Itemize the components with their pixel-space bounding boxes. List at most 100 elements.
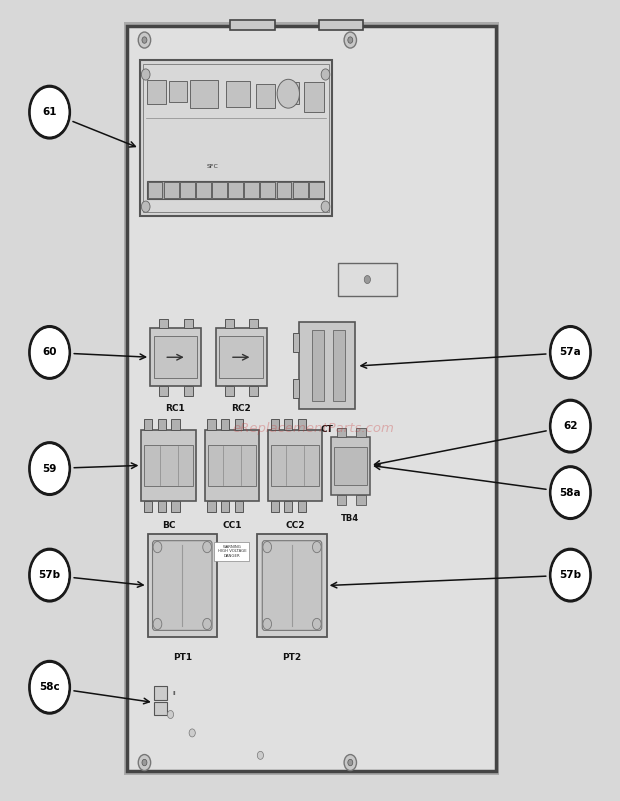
Circle shape (29, 661, 70, 714)
FancyBboxPatch shape (260, 182, 275, 198)
Circle shape (141, 69, 150, 80)
FancyBboxPatch shape (171, 501, 180, 512)
FancyBboxPatch shape (157, 501, 166, 512)
FancyBboxPatch shape (284, 419, 293, 430)
FancyBboxPatch shape (144, 501, 153, 512)
FancyBboxPatch shape (216, 328, 267, 386)
FancyBboxPatch shape (284, 501, 293, 512)
Circle shape (277, 79, 299, 108)
FancyBboxPatch shape (140, 60, 332, 216)
FancyBboxPatch shape (226, 81, 250, 107)
Text: CC2: CC2 (285, 521, 305, 530)
Circle shape (31, 551, 68, 599)
FancyBboxPatch shape (356, 428, 366, 437)
FancyBboxPatch shape (298, 419, 306, 430)
FancyBboxPatch shape (304, 82, 324, 112)
Circle shape (550, 549, 591, 602)
Circle shape (29, 86, 70, 139)
Text: PT2: PT2 (283, 653, 301, 662)
FancyBboxPatch shape (234, 501, 243, 512)
FancyBboxPatch shape (212, 182, 227, 198)
Text: WARNING
HIGH VOLTAGE
DANGER: WARNING HIGH VOLTAGE DANGER (218, 545, 246, 557)
FancyBboxPatch shape (157, 419, 166, 430)
Text: 58a: 58a (560, 488, 581, 497)
Circle shape (348, 37, 353, 43)
Circle shape (31, 445, 68, 493)
FancyBboxPatch shape (309, 182, 324, 198)
FancyBboxPatch shape (154, 336, 197, 378)
Circle shape (203, 541, 211, 553)
FancyBboxPatch shape (234, 419, 243, 430)
Text: BC: BC (162, 521, 175, 530)
Circle shape (550, 466, 591, 519)
Circle shape (31, 551, 68, 599)
FancyBboxPatch shape (154, 702, 167, 715)
Circle shape (29, 442, 70, 495)
FancyBboxPatch shape (159, 319, 169, 328)
FancyBboxPatch shape (293, 333, 299, 352)
FancyBboxPatch shape (143, 64, 329, 212)
FancyBboxPatch shape (337, 495, 347, 505)
FancyBboxPatch shape (270, 419, 279, 430)
Circle shape (552, 402, 589, 450)
Circle shape (189, 729, 195, 737)
FancyBboxPatch shape (271, 445, 319, 486)
FancyBboxPatch shape (127, 26, 496, 771)
FancyBboxPatch shape (277, 182, 291, 198)
FancyBboxPatch shape (147, 80, 166, 104)
FancyBboxPatch shape (356, 495, 366, 505)
Circle shape (31, 663, 68, 711)
Circle shape (31, 328, 68, 376)
Text: SFC: SFC (206, 164, 218, 169)
Circle shape (552, 469, 589, 517)
Circle shape (321, 201, 330, 212)
FancyBboxPatch shape (231, 20, 275, 30)
FancyBboxPatch shape (293, 182, 308, 198)
FancyBboxPatch shape (171, 419, 180, 430)
FancyBboxPatch shape (228, 182, 243, 198)
FancyBboxPatch shape (333, 330, 345, 400)
Circle shape (31, 88, 68, 136)
FancyBboxPatch shape (293, 379, 299, 398)
Circle shape (550, 400, 591, 453)
Circle shape (552, 551, 589, 599)
FancyBboxPatch shape (244, 182, 259, 198)
Text: PT1: PT1 (173, 653, 192, 662)
FancyBboxPatch shape (298, 501, 306, 512)
FancyBboxPatch shape (249, 386, 259, 396)
FancyBboxPatch shape (338, 263, 397, 296)
Circle shape (138, 755, 151, 771)
FancyBboxPatch shape (184, 386, 193, 396)
Circle shape (550, 466, 591, 519)
Text: RC1: RC1 (166, 404, 185, 413)
Text: II: II (172, 690, 176, 696)
FancyBboxPatch shape (184, 319, 193, 328)
FancyBboxPatch shape (154, 686, 167, 700)
FancyBboxPatch shape (205, 430, 259, 501)
Circle shape (552, 402, 589, 450)
FancyBboxPatch shape (153, 541, 212, 630)
Circle shape (29, 549, 70, 602)
Circle shape (138, 32, 151, 48)
FancyBboxPatch shape (124, 22, 499, 775)
Circle shape (31, 445, 68, 493)
Text: 57a: 57a (559, 348, 582, 357)
FancyBboxPatch shape (331, 437, 370, 495)
Circle shape (167, 710, 174, 718)
Text: 61: 61 (42, 107, 57, 117)
Text: 57b: 57b (38, 570, 61, 580)
FancyBboxPatch shape (225, 386, 234, 396)
Circle shape (29, 86, 70, 139)
Circle shape (263, 618, 272, 630)
Circle shape (552, 328, 589, 376)
Circle shape (142, 37, 147, 43)
FancyBboxPatch shape (196, 182, 211, 198)
FancyBboxPatch shape (334, 447, 367, 485)
FancyBboxPatch shape (148, 182, 162, 198)
Text: eReplacementParts.com: eReplacementParts.com (232, 422, 394, 435)
FancyBboxPatch shape (281, 82, 299, 104)
Circle shape (31, 88, 68, 136)
FancyBboxPatch shape (221, 419, 229, 430)
FancyBboxPatch shape (208, 445, 256, 486)
FancyBboxPatch shape (225, 319, 234, 328)
